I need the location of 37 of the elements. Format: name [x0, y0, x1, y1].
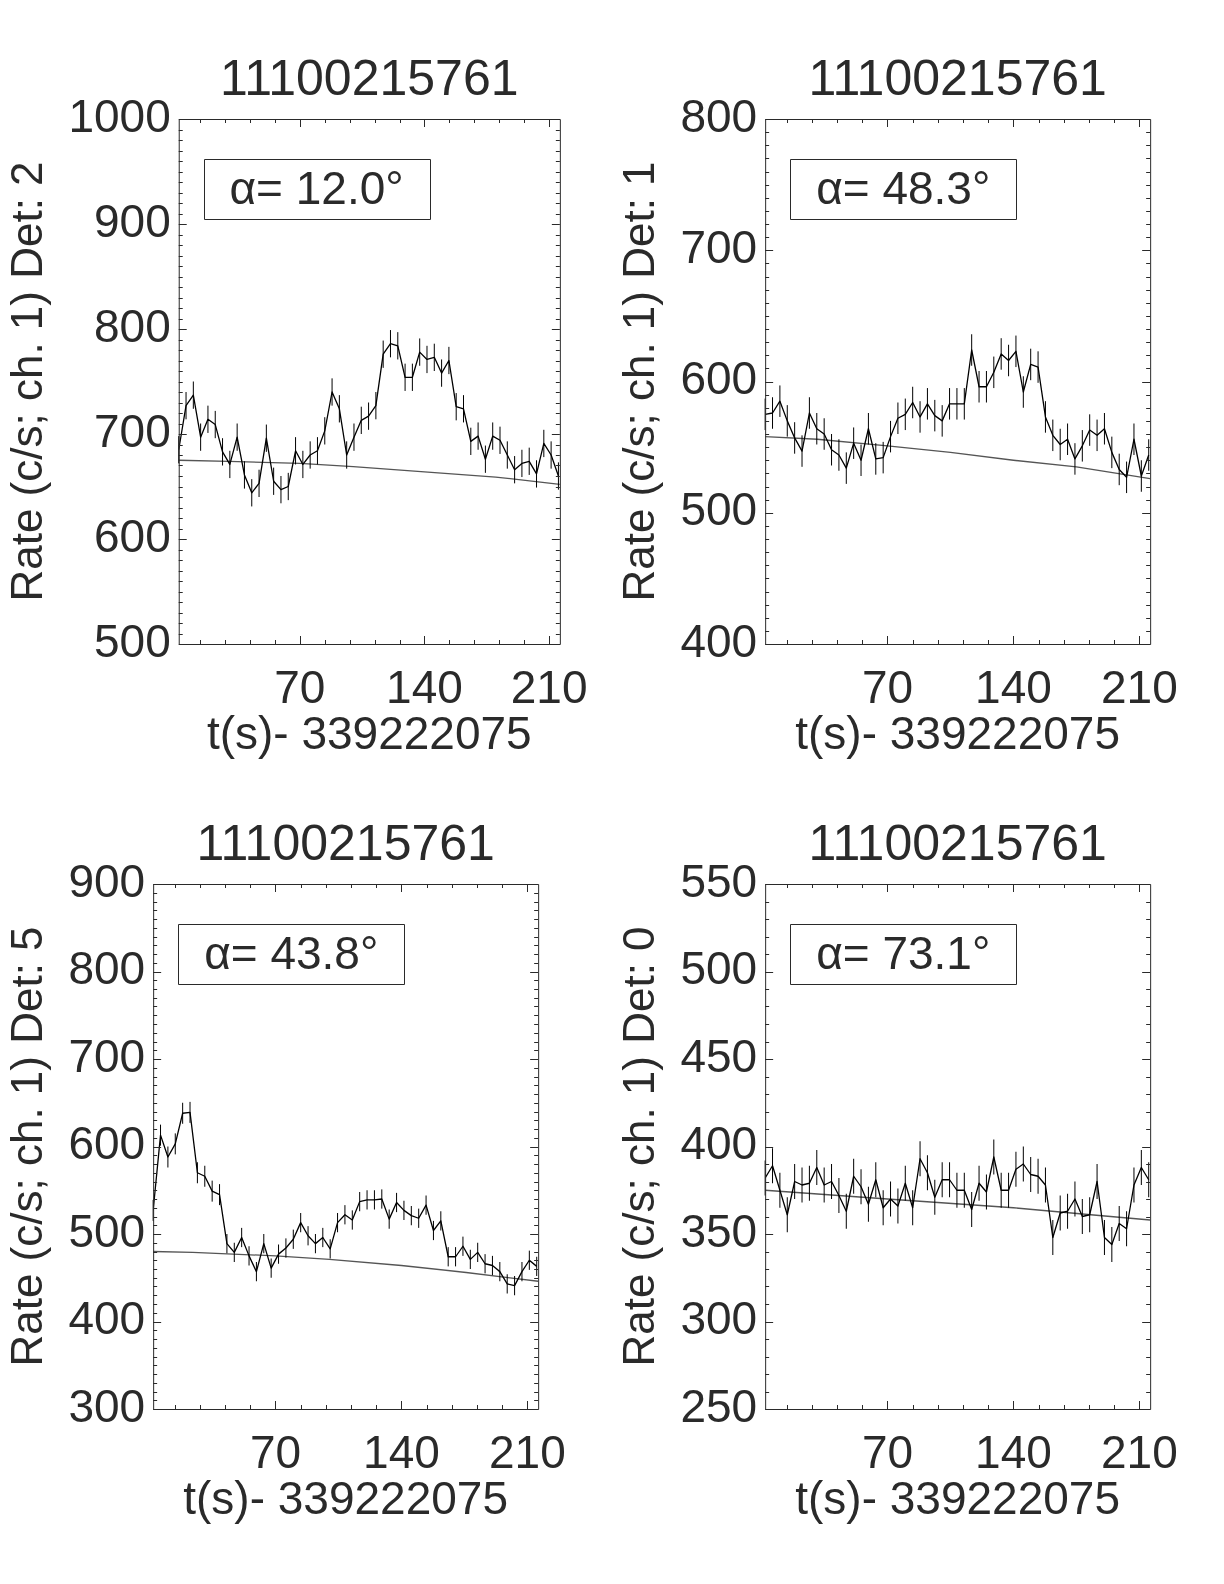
y-tick-label: 800 [68, 942, 146, 995]
y-tick-label: 250 [680, 1379, 758, 1432]
y-tick-label: 300 [68, 1379, 146, 1432]
chart-title: 11100215761 [196, 814, 495, 871]
y-axis-title: Rate (c/s; ch. 1) Det: 1 [614, 161, 664, 602]
y-tick-label: 500 [680, 942, 758, 995]
chart-title: 11100215761 [808, 814, 1107, 871]
annotation: α= 48.3° [816, 161, 991, 214]
y-tick-label: 700 [680, 220, 758, 273]
y-tick-label: 600 [68, 1117, 146, 1170]
annotation: α= 73.1° [816, 926, 991, 979]
chart-title: 11100215761 [220, 49, 519, 106]
y-tick-label: 800 [680, 89, 758, 142]
y-tick-label: 500 [93, 614, 171, 667]
y-tick-label: 350 [680, 1204, 758, 1257]
y-tick-label: 550 [680, 854, 758, 907]
annotation: α= 43.8° [204, 926, 379, 979]
y-tick-label: 400 [680, 614, 758, 667]
y-axis-title: Rate (c/s; ch. 1) Det: 0 [614, 926, 664, 1367]
y-tick-label: 1000 [68, 89, 171, 142]
annotation: α= 12.0° [229, 161, 404, 214]
y-tick-label: 600 [93, 509, 171, 562]
y-axis-title: Rate (c/s; ch. 1) Det: 5 [2, 926, 52, 1367]
y-tick-label: 900 [93, 194, 171, 247]
chart-title: 11100215761 [808, 49, 1107, 106]
y-tick-label: 300 [680, 1292, 758, 1345]
y-tick-label: 700 [68, 1029, 146, 1082]
y-tick-label: 450 [680, 1029, 758, 1082]
y-tick-label: 400 [680, 1117, 758, 1170]
y-axis-title: Rate (c/s; ch. 1) Det: 2 [2, 161, 52, 602]
y-tick-label: 700 [93, 404, 171, 457]
y-tick-label: 500 [68, 1204, 146, 1257]
y-tick-label: 500 [680, 483, 758, 536]
y-tick-label: 800 [93, 299, 171, 352]
y-tick-label: 600 [680, 352, 758, 405]
y-tick-label: 400 [68, 1292, 146, 1345]
y-tick-label: 900 [68, 854, 146, 907]
